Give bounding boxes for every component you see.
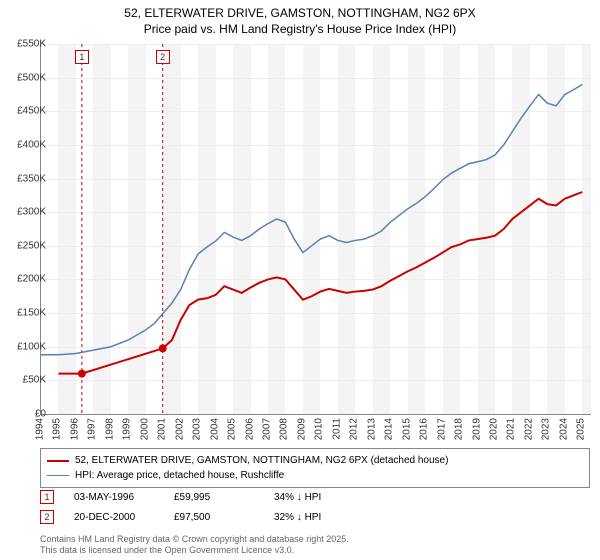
y-axis-label: £50K <box>23 375 46 386</box>
x-axis-label: 1994 <box>35 418 46 440</box>
x-axis-label: 2023 <box>541 418 552 440</box>
y-axis-label: £500K <box>17 72 46 83</box>
x-axis-label: 1997 <box>87 418 98 440</box>
x-axis-label: 2020 <box>488 418 499 440</box>
x-axis-label: 2019 <box>471 418 482 440</box>
transaction-row: 1 03-MAY-1996 £59,995 34% ↓ HPI <box>40 490 590 504</box>
x-axis-label: 2016 <box>419 418 430 440</box>
y-axis-label: £300K <box>17 207 46 218</box>
x-axis-label: 2007 <box>261 418 272 440</box>
x-axis-label: 2014 <box>384 418 395 440</box>
x-axis-label: 2010 <box>314 418 325 440</box>
transaction-delta: 34% ↓ HPI <box>274 492 354 503</box>
x-axis-label: 2008 <box>279 418 290 440</box>
x-axis-label: 2003 <box>192 418 203 440</box>
transaction-delta: 32% ↓ HPI <box>274 512 354 523</box>
footer-line1: Contains HM Land Registry data © Crown c… <box>40 534 349 545</box>
x-axis-label: 2012 <box>349 418 360 440</box>
x-axis-label: 2001 <box>157 418 168 440</box>
x-axis-label: 2011 <box>331 418 342 440</box>
legend-swatch-price <box>47 460 69 462</box>
legend-label-hpi: HPI: Average price, detached house, Rush… <box>75 470 284 481</box>
x-axis-label: 2024 <box>558 418 569 440</box>
legend-label-price: 52, ELTERWATER DRIVE, GAMSTON, NOTTINGHA… <box>75 455 448 466</box>
transaction-price: £59,995 <box>174 492 254 503</box>
y-axis-label: £250K <box>17 240 46 251</box>
x-axis-label: 2018 <box>454 418 465 440</box>
x-axis-label: 2005 <box>227 418 238 440</box>
y-axis-label: £150K <box>17 308 46 319</box>
footer-line2: This data is licensed under the Open Gov… <box>40 545 349 556</box>
transaction-date: 03-MAY-1996 <box>74 492 154 503</box>
x-axis-label: 1998 <box>104 418 115 440</box>
transaction-marker: 2 <box>40 510 54 524</box>
y-axis-label: £350K <box>17 173 46 184</box>
chart-marker-1: 1 <box>75 50 89 64</box>
chart-marker-2: 2 <box>156 50 170 64</box>
price-chart: 12 <box>40 44 591 415</box>
x-axis-label: 2009 <box>296 418 307 440</box>
x-axis-label: 2025 <box>576 418 587 440</box>
y-axis-label: £200K <box>17 274 46 285</box>
transaction-marker: 1 <box>40 490 54 504</box>
y-axis-label: £550K <box>17 39 46 50</box>
x-axis-label: 2004 <box>209 418 220 440</box>
x-axis-label: 1995 <box>52 418 63 440</box>
transaction-row: 2 20-DEC-2000 £97,500 32% ↓ HPI <box>40 510 590 524</box>
footer-attribution: Contains HM Land Registry data © Crown c… <box>40 534 349 556</box>
title-line1: 52, ELTERWATER DRIVE, GAMSTON, NOTTINGHA… <box>0 6 600 22</box>
x-axis-label: 2017 <box>436 418 447 440</box>
x-axis-label: 2013 <box>366 418 377 440</box>
x-axis-label: 2006 <box>244 418 255 440</box>
x-axis-label: 2015 <box>401 418 412 440</box>
transaction-date: 20-DEC-2000 <box>74 512 154 523</box>
y-axis-label: £100K <box>17 341 46 352</box>
y-axis-label: £450K <box>17 106 46 117</box>
title-line2: Price paid vs. HM Land Registry's House … <box>0 22 600 38</box>
transaction-price: £97,500 <box>174 512 254 523</box>
x-axis-label: 1999 <box>122 418 133 440</box>
x-axis-label: 2022 <box>523 418 534 440</box>
legend-swatch-hpi <box>47 475 69 477</box>
legend: 52, ELTERWATER DRIVE, GAMSTON, NOTTINGHA… <box>40 448 590 488</box>
x-axis-label: 1996 <box>69 418 80 440</box>
y-axis-label: £400K <box>17 139 46 150</box>
x-axis-label: 2002 <box>174 418 185 440</box>
x-axis-label: 2000 <box>139 418 150 440</box>
x-axis-label: 2021 <box>506 418 517 440</box>
